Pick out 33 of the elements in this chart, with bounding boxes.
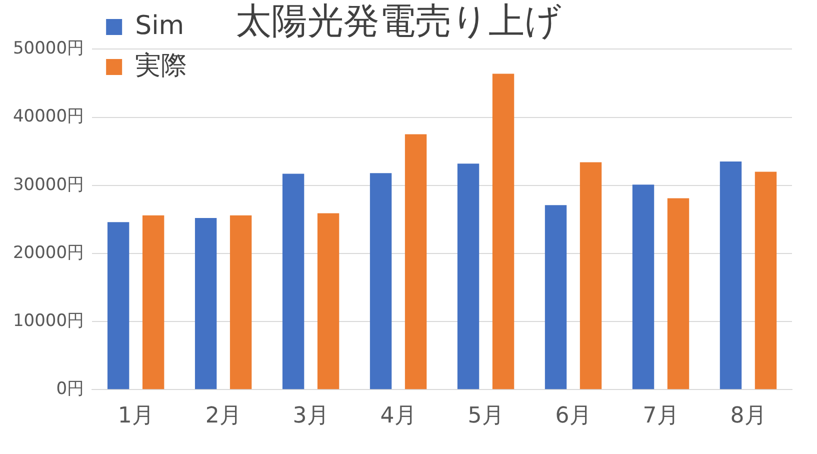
bar <box>404 134 427 390</box>
y-tick-label: 20000円 <box>12 242 84 263</box>
x-tick-label: 3月 <box>292 404 329 429</box>
x-tick-label: 6月 <box>555 404 592 429</box>
y-tick-label: 40000円 <box>12 106 84 127</box>
x-tick-label: 8月 <box>730 404 766 429</box>
bar <box>370 173 392 390</box>
bar <box>667 198 690 390</box>
x-tick-label: 7月 <box>642 404 679 429</box>
y-tick-label: 0円 <box>56 379 84 400</box>
bar <box>107 222 130 390</box>
bar <box>632 184 654 390</box>
y-tick-label: 50000円 <box>12 38 84 59</box>
bar <box>282 174 304 390</box>
bar <box>544 205 567 390</box>
chart-title: 太陽光発電売り上げ <box>236 0 562 42</box>
legend-label: 実際 <box>135 50 188 81</box>
legend-label: Sim <box>135 10 184 41</box>
bar <box>317 213 340 390</box>
x-tick-label: 1月 <box>118 404 154 429</box>
bar <box>457 164 480 390</box>
bar <box>194 218 217 390</box>
y-tick-label: 30000円 <box>12 174 84 195</box>
bar <box>492 74 514 390</box>
x-tick-label: 2月 <box>205 404 242 429</box>
bar <box>720 162 742 390</box>
bar <box>754 172 777 390</box>
x-tick-label: 5月 <box>468 404 504 429</box>
bar <box>230 215 252 390</box>
bar <box>142 215 164 390</box>
y-tick-label: 10000円 <box>12 310 84 331</box>
x-tick-label: 4月 <box>380 404 416 429</box>
bar <box>580 162 602 390</box>
